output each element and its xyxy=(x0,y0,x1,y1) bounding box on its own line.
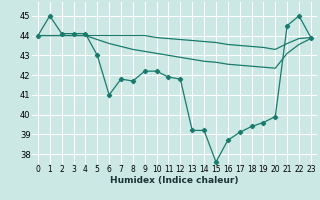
X-axis label: Humidex (Indice chaleur): Humidex (Indice chaleur) xyxy=(110,176,239,185)
